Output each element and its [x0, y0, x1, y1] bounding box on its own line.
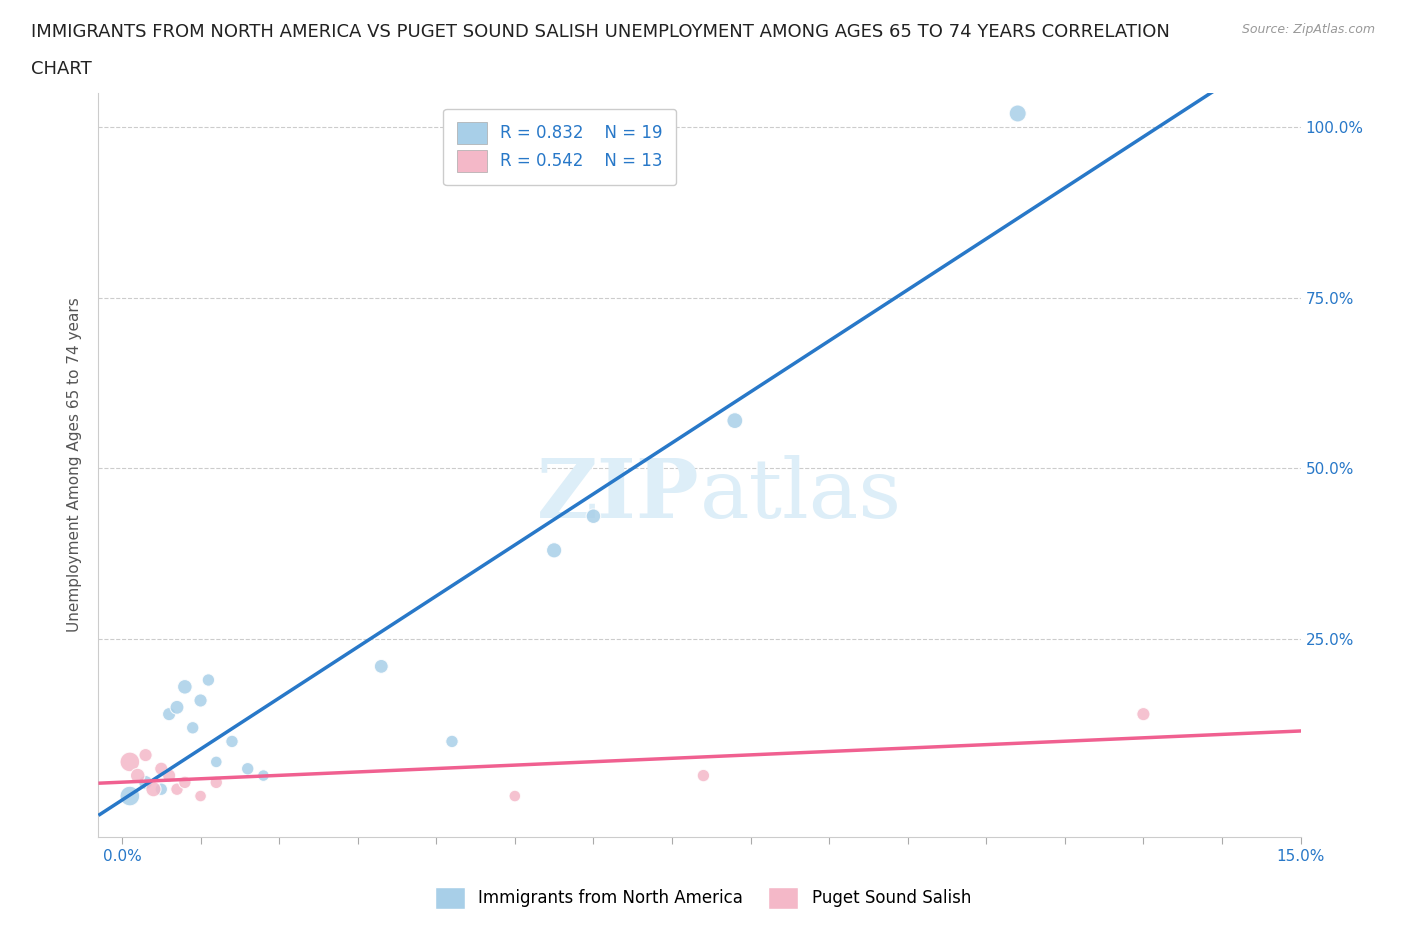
Point: [190, 789, 212, 804]
Point: [166, 782, 188, 797]
Point: [173, 680, 195, 695]
Legend: Immigrants from North America, Puget Sound Salish: Immigrants from North America, Puget Sou…: [426, 879, 980, 917]
Point: [370, 659, 392, 674]
Point: [582, 509, 605, 524]
Point: [150, 782, 173, 797]
Point: [118, 789, 141, 804]
Point: [1132, 707, 1154, 722]
Point: [503, 789, 526, 804]
Point: [157, 768, 180, 783]
Point: [205, 775, 228, 790]
Point: [543, 543, 565, 558]
Text: IMMIGRANTS FROM NORTH AMERICA VS PUGET SOUND SALISH UNEMPLOYMENT AMONG AGES 65 T: IMMIGRANTS FROM NORTH AMERICA VS PUGET S…: [31, 23, 1170, 41]
Legend: R = 0.832    N = 19, R = 0.542    N = 13: R = 0.832 N = 19, R = 0.542 N = 13: [443, 109, 676, 185]
Point: [135, 775, 157, 790]
Point: [150, 762, 173, 777]
Point: [440, 734, 463, 749]
Point: [142, 782, 165, 797]
Point: [724, 413, 747, 428]
Text: Source: ZipAtlas.com: Source: ZipAtlas.com: [1241, 23, 1375, 36]
Text: ZIP: ZIP: [537, 455, 700, 535]
Point: [181, 721, 204, 736]
Point: [221, 734, 243, 749]
Point: [166, 700, 188, 715]
Point: [197, 672, 219, 687]
Point: [205, 754, 228, 769]
Point: [118, 754, 141, 769]
Point: [173, 775, 195, 790]
Point: [1007, 106, 1029, 121]
Point: [135, 748, 157, 763]
Point: [692, 768, 714, 783]
Point: [190, 693, 212, 708]
Point: [127, 768, 149, 783]
Point: [157, 707, 180, 722]
Text: CHART: CHART: [31, 60, 91, 78]
Point: [236, 762, 259, 777]
Y-axis label: Unemployment Among Ages 65 to 74 years: Unemployment Among Ages 65 to 74 years: [67, 298, 83, 632]
Text: atlas: atlas: [700, 455, 901, 535]
Point: [252, 768, 274, 783]
